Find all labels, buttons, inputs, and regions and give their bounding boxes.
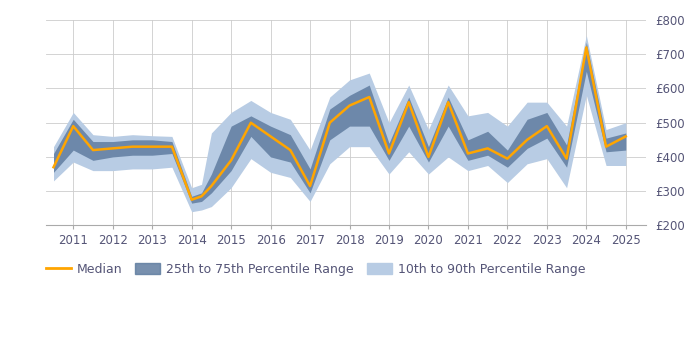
Legend: Median, 25th to 75th Percentile Range, 10th to 90th Percentile Range: Median, 25th to 75th Percentile Range, 1… <box>41 258 590 281</box>
